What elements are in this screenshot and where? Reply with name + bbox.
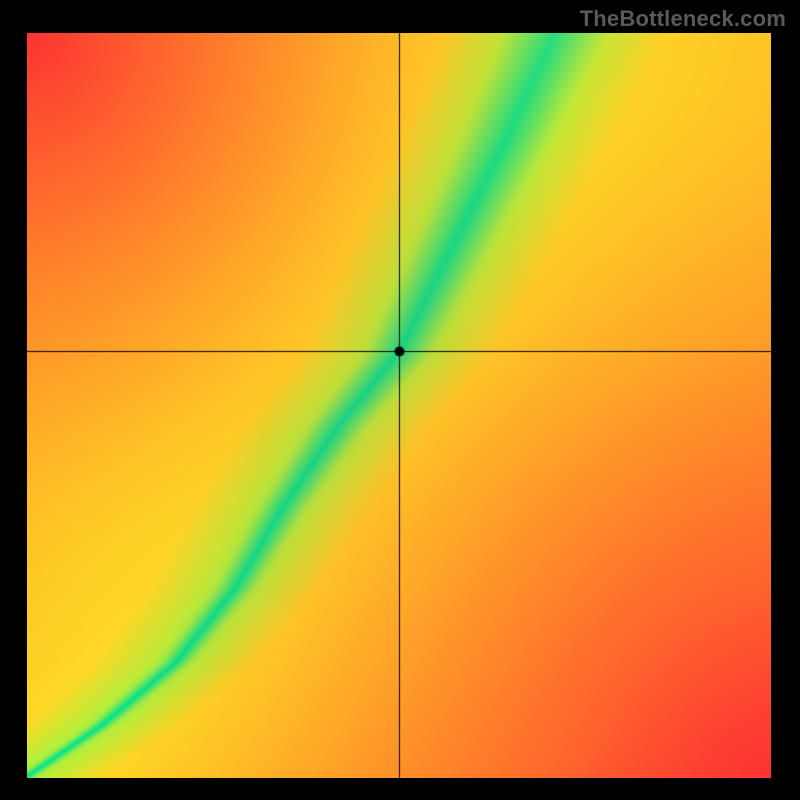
chart-container: TheBottleneck.com [0, 0, 800, 800]
bottleneck-heatmap [27, 33, 771, 778]
watermark-text: TheBottleneck.com [580, 6, 786, 32]
